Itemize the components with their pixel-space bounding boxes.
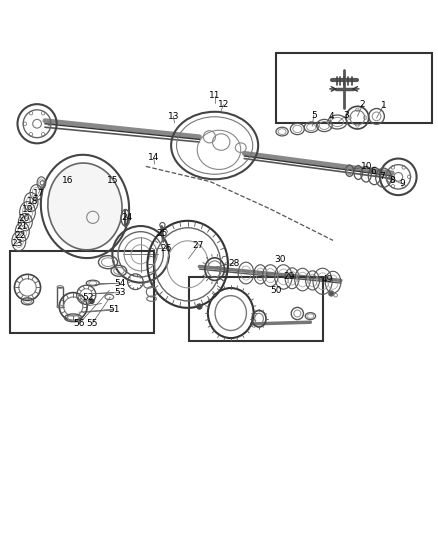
Text: 55: 55 [86, 319, 98, 328]
Text: 16: 16 [62, 176, 73, 185]
Text: 27: 27 [192, 241, 204, 250]
Text: 49: 49 [321, 275, 332, 284]
Text: 24: 24 [121, 213, 132, 222]
Bar [10, 251, 154, 333]
Text: 23: 23 [11, 239, 22, 248]
Text: 6: 6 [371, 167, 376, 176]
Text: 3: 3 [344, 110, 350, 119]
Text: 29: 29 [283, 272, 294, 280]
Bar [57, 287, 63, 306]
Text: 30: 30 [274, 255, 286, 264]
Text: 56: 56 [73, 319, 85, 328]
Text: 1: 1 [381, 101, 386, 110]
Text: 28: 28 [229, 259, 240, 268]
Bar [188, 277, 323, 341]
Text: 25: 25 [157, 229, 168, 238]
Text: 2: 2 [360, 100, 365, 109]
Text: 12: 12 [218, 100, 229, 109]
Text: 50: 50 [270, 286, 281, 295]
Circle shape [90, 299, 94, 303]
Text: 51: 51 [108, 305, 120, 313]
Text: 26: 26 [160, 244, 172, 253]
Text: 21: 21 [17, 222, 28, 231]
Text: 5: 5 [311, 110, 317, 119]
Bar [276, 53, 432, 123]
Text: 15: 15 [106, 176, 118, 185]
Text: 11: 11 [209, 91, 220, 100]
Text: 4: 4 [328, 112, 334, 121]
Text: 10: 10 [361, 162, 373, 171]
Text: 18: 18 [27, 197, 39, 206]
Circle shape [328, 291, 334, 296]
Text: 14: 14 [148, 153, 159, 162]
Text: 9: 9 [399, 179, 405, 188]
Circle shape [197, 304, 202, 309]
Text: 8: 8 [389, 176, 395, 185]
Text: 52: 52 [83, 293, 94, 302]
Text: 54: 54 [114, 279, 125, 287]
Ellipse shape [48, 163, 122, 250]
Text: 20: 20 [18, 214, 30, 223]
Text: 17: 17 [33, 189, 44, 198]
Text: 22: 22 [14, 231, 25, 240]
Text: 19: 19 [22, 205, 33, 214]
Text: 13: 13 [168, 112, 179, 121]
Text: 7: 7 [379, 172, 385, 181]
Text: 53: 53 [114, 288, 126, 297]
